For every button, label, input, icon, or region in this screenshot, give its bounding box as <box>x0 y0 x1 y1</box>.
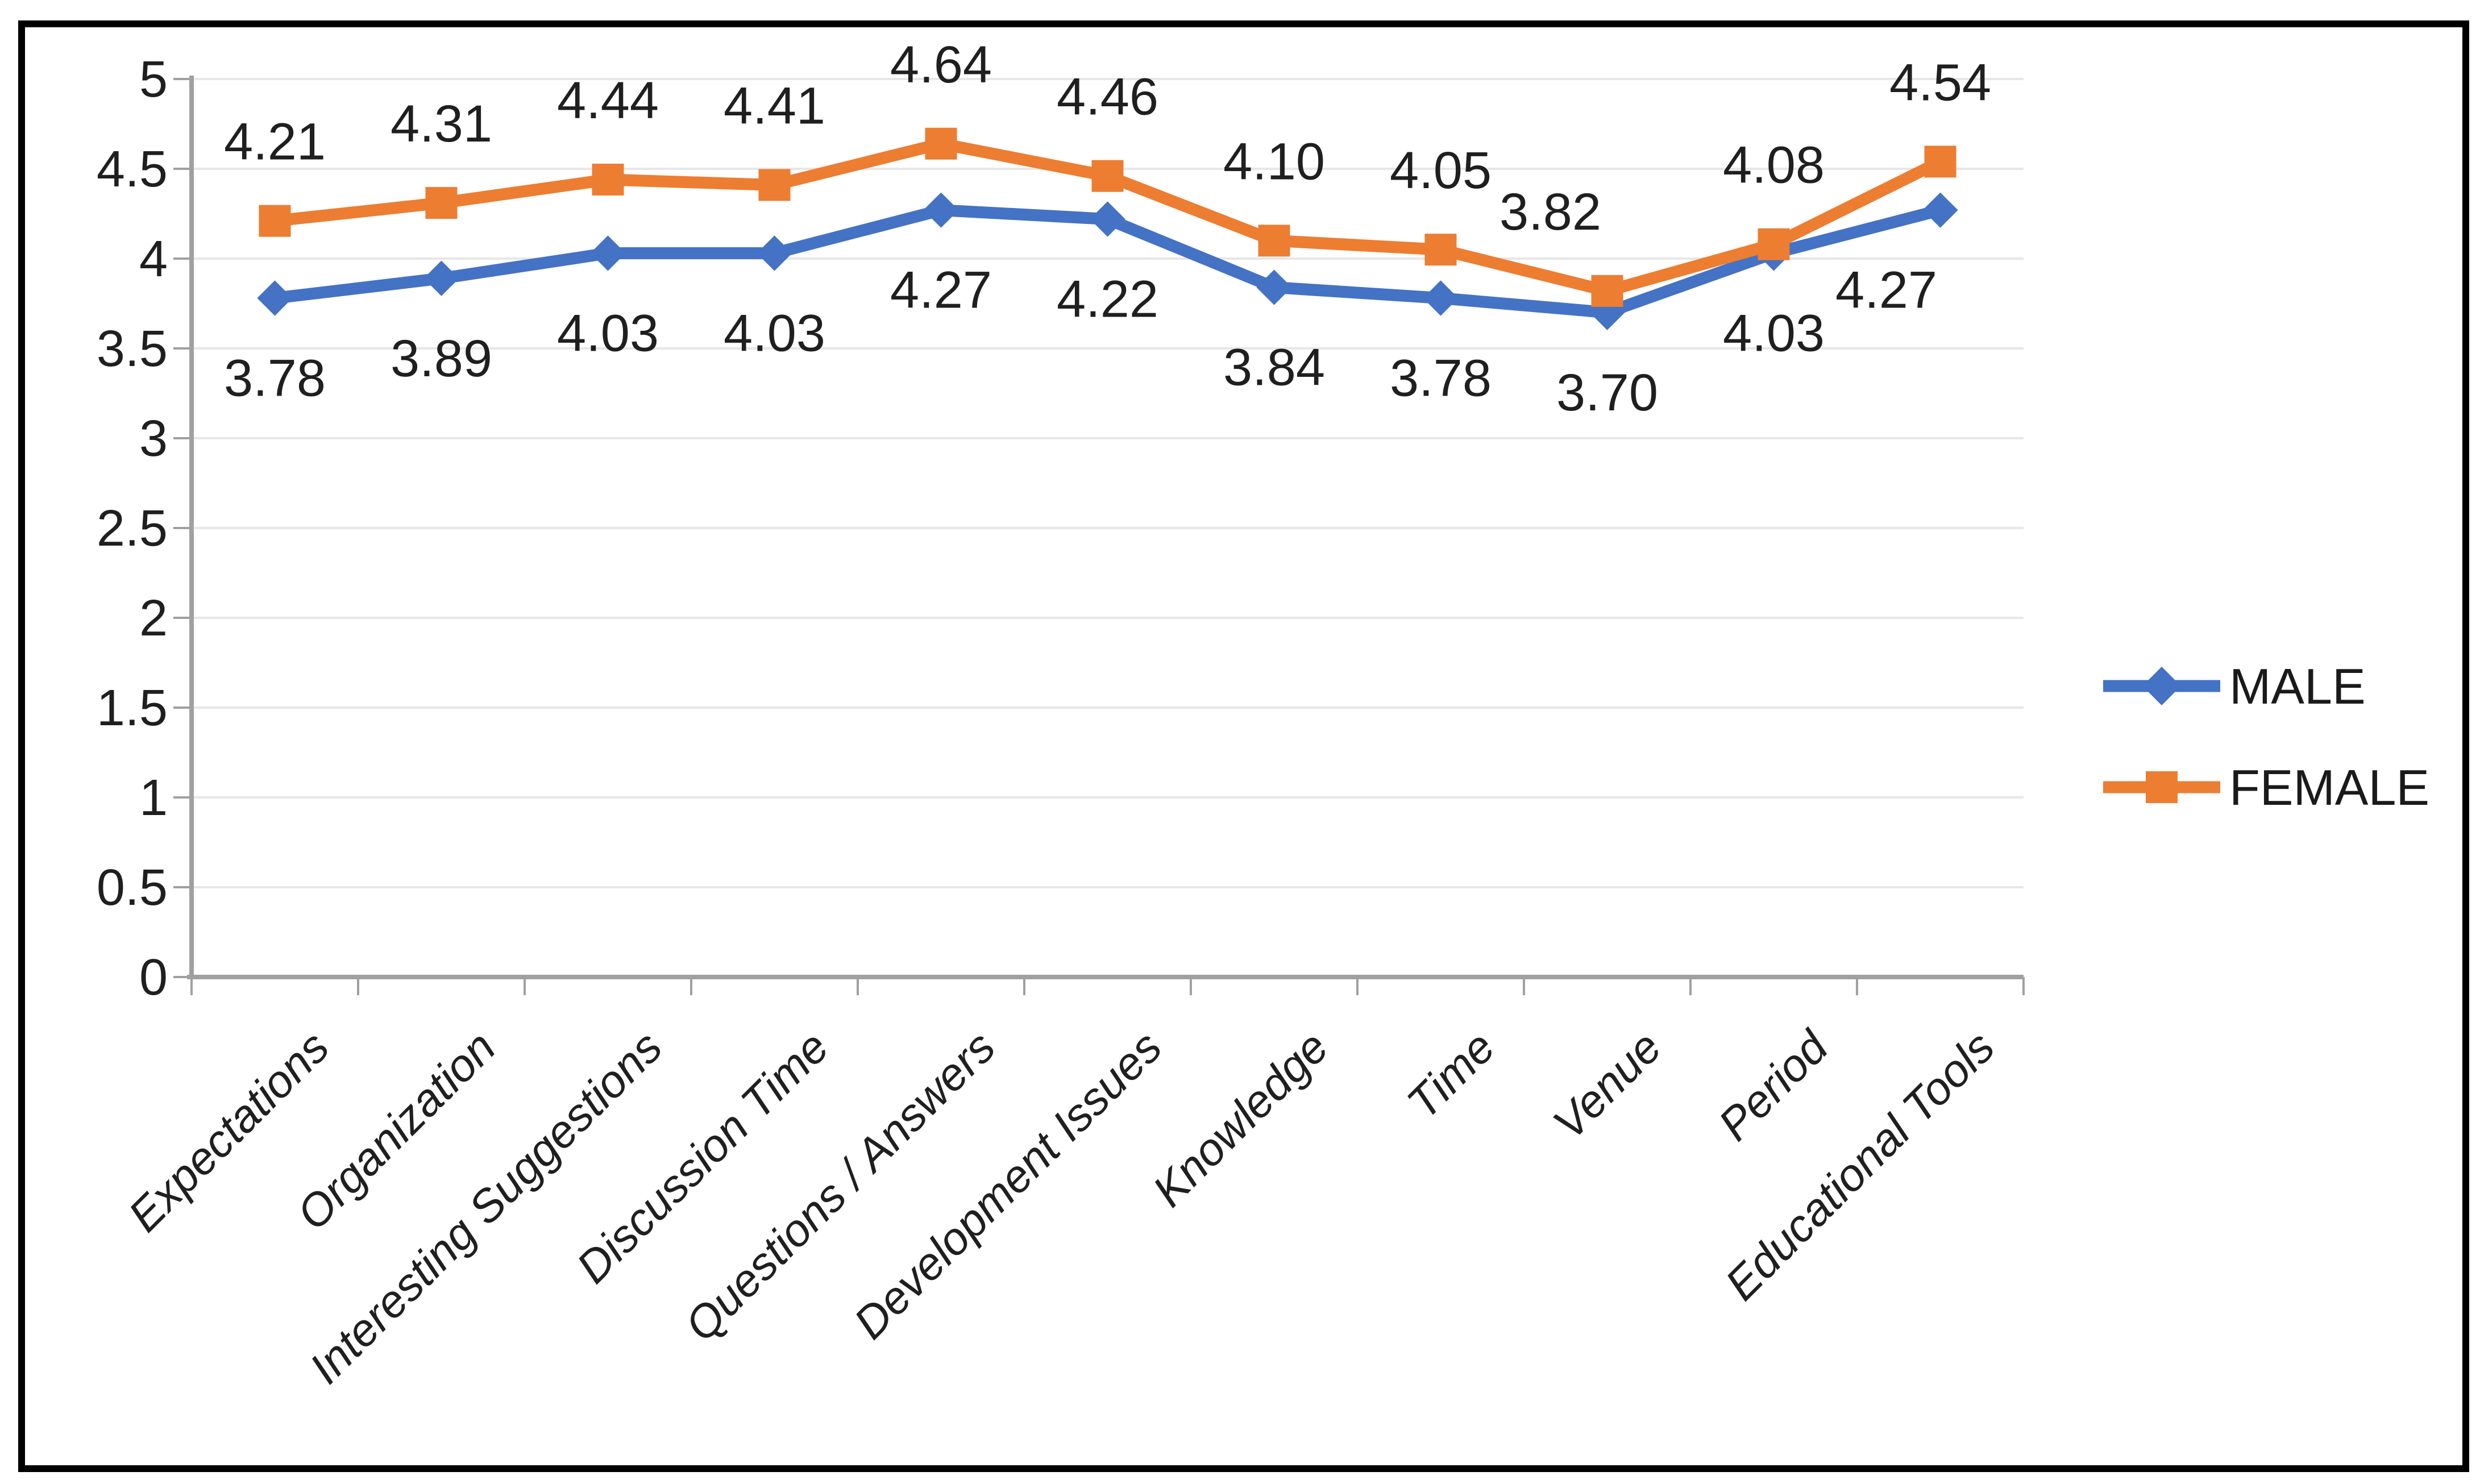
male-data-label: 4.22 <box>1057 270 1158 328</box>
square-marker-icon <box>758 169 791 201</box>
diamond-marker-icon <box>2142 667 2181 705</box>
square-marker-icon <box>1758 228 1790 260</box>
female-data-label: 4.31 <box>391 95 492 153</box>
female-data-label: 4.21 <box>224 113 326 171</box>
y-tick-label: 4 <box>139 231 168 288</box>
y-tick-label: 3.5 <box>97 321 168 377</box>
legend-label-male: MALE <box>2229 658 2366 714</box>
male-data-label: 3.78 <box>224 350 326 408</box>
female-data-label: 4.64 <box>890 36 992 94</box>
y-tick-label: 1 <box>139 770 168 826</box>
diamond-marker-icon <box>423 260 459 296</box>
female-data-label: 4.46 <box>1057 68 1158 126</box>
square-marker-icon <box>1591 275 1623 307</box>
square-marker-icon <box>1424 234 1457 266</box>
x-axis-ticks <box>190 977 2025 995</box>
square-marker-icon <box>592 163 624 196</box>
square-marker-icon <box>2146 771 2178 803</box>
female-data-label: 4.41 <box>724 77 825 135</box>
female-data-label: 4.08 <box>1723 136 1825 194</box>
female-data-label: 4.05 <box>1390 142 1492 199</box>
y-tick-label: 2.5 <box>97 500 168 557</box>
male-data-label: 3.89 <box>391 330 492 388</box>
legend-label-female: FEMALE <box>2229 759 2429 816</box>
female-data-label: 4.54 <box>1889 53 1991 111</box>
male-data-label: 3.78 <box>1390 350 1492 408</box>
female-data-label: 4.44 <box>557 72 659 130</box>
legend-item-female: FEMALE <box>2103 759 2429 816</box>
y-tick-label: 0.5 <box>97 859 168 916</box>
female-data-label: 3.82 <box>1499 183 1601 241</box>
y-tick-label: 1.5 <box>97 680 168 737</box>
square-marker-icon <box>425 187 458 219</box>
y-tick-label: 3 <box>139 410 168 467</box>
y-tick-label: 5 <box>139 51 168 108</box>
square-marker-icon <box>259 205 291 237</box>
male-data-label: 3.84 <box>1223 339 1325 397</box>
square-marker-icon <box>1091 160 1124 192</box>
diamond-marker-icon <box>1423 280 1459 316</box>
square-marker-icon <box>1258 225 1290 257</box>
y-tick-label: 0 <box>139 949 168 1006</box>
y-axis-ticks: 0 0.5 1 1.5 2 2.5 3 3.5 4 4.5 5 <box>97 51 192 1006</box>
male-data-label: 4.03 <box>724 305 825 363</box>
male-data-label: 3.70 <box>1556 364 1658 422</box>
male-data-label: 4.27 <box>1835 261 1937 319</box>
square-marker-icon <box>925 127 957 160</box>
legend: MALE FEMALE <box>2103 658 2429 816</box>
female-data-label: 4.10 <box>1223 132 1325 190</box>
male-data-label: 4.03 <box>1723 305 1825 363</box>
square-marker-icon <box>1924 146 1956 178</box>
legend-item-male: MALE <box>2103 658 2366 714</box>
male-data-label: 4.27 <box>890 261 992 319</box>
y-tick-label: 2 <box>139 590 168 647</box>
figure-border <box>18 20 2469 1472</box>
male-data-label: 4.03 <box>557 305 659 363</box>
diamond-marker-icon <box>257 280 293 316</box>
female-series: 4.21 4.31 4.44 4.41 4.64 4.46 4.10 4.053.82 4.08… <box>224 36 1991 307</box>
y-tick-label: 4.5 <box>97 141 168 198</box>
